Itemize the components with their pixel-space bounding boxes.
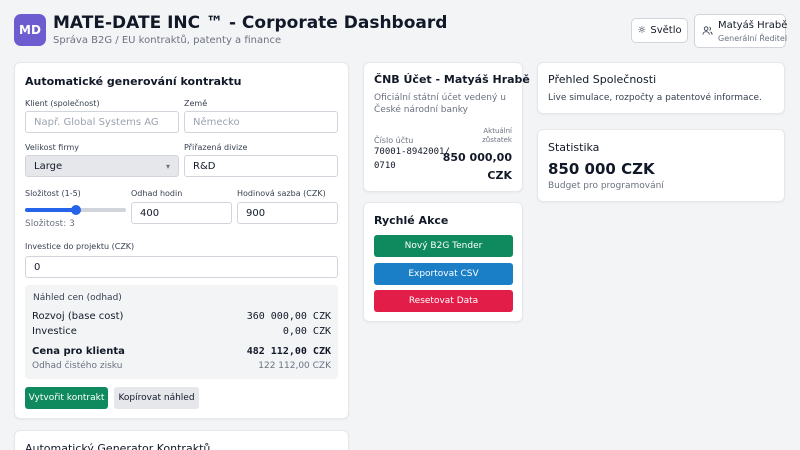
investment-cost-value: 0,00 CZK <box>282 326 331 337</box>
chevron-down-icon: ▾ <box>165 161 170 171</box>
country-input[interactable] <box>184 111 338 133</box>
account-number-label: Číslo účtu <box>374 136 414 145</box>
statistics-caption: Budget pro programování <box>548 181 664 191</box>
client-price-label: Cena pro klienta <box>32 346 125 357</box>
user-menu[interactable]: Matyáš Hrabě Generální Ředitel <box>694 14 788 48</box>
user-name: Matyáš Hrabě <box>718 20 788 31</box>
division-input[interactable] <box>184 155 338 177</box>
reset-data-button[interactable]: Resetovat Data <box>374 290 513 312</box>
app-header: MD MATE-DATE INC ™ - Corporate Dashboard… <box>0 0 800 62</box>
cnb-account-card: ČNB Účet - Matyáš Hrabě Oficiální státní… <box>363 62 530 192</box>
theme-toggle-button[interactable]: ☼ Světlo <box>631 18 688 43</box>
contract-generator-title: Automatický Generator Kontraktů <box>25 442 211 450</box>
quick-actions-title: Rychlé Akce <box>374 214 449 227</box>
statistics-card: Statistika 850 000 CZK Budget pro progra… <box>537 129 785 202</box>
create-contract-button[interactable]: Vytvořit kontrakt <box>25 387 108 409</box>
net-profit-label: Odhad čistého zisku <box>32 361 123 371</box>
client-input[interactable] <box>25 111 179 133</box>
company-size-value: Large <box>34 160 63 172</box>
hours-label: Odhad hodin <box>131 189 183 198</box>
new-tender-button[interactable]: Nový B2G Tender <box>374 235 513 257</box>
client-price-value: 482 112,00 CZK <box>246 346 331 357</box>
user-role: Generální Ředitel <box>718 34 788 43</box>
export-csv-button[interactable]: Exportovat CSV <box>374 263 513 285</box>
cnb-account-title: ČNB Účet - Matyáš Hrabě <box>374 73 530 86</box>
cnb-account-description: Oficiální státní účet vedený u České nár… <box>374 93 506 116</box>
page-subtitle: Správa B2G / EU kontraktů, patenty a fin… <box>53 35 282 46</box>
price-preview-panel: Náhled cen (odhad) Rozvoj (base cost) 36… <box>25 285 338 379</box>
statistics-title: Statistika <box>548 141 600 154</box>
theme-toggle-label: Světlo <box>650 25 682 36</box>
company-size-label: Velikost firmy <box>25 143 80 152</box>
company-overview-description: Live simulace, rozpočty a patentové info… <box>548 93 762 103</box>
dev-cost-label: Rozvoj (base cost) <box>32 311 124 322</box>
complexity-label: Složitost (1-5) <box>25 189 81 198</box>
account-number-value: 70001-8942001/0710 <box>374 147 450 171</box>
rate-input[interactable] <box>237 202 338 224</box>
country-label: Země <box>184 99 208 108</box>
copy-preview-button[interactable]: Kopírovat náhled <box>114 387 199 409</box>
contract-generator-card: Automatický Generator Kontraktů <box>14 430 349 450</box>
division-label: Přiřazená divize <box>184 143 248 152</box>
complexity-slider-fill <box>25 208 76 212</box>
company-overview-title: Přehled Společnosti <box>548 73 657 86</box>
page-title: MATE-DATE INC ™ - Corporate Dashboard <box>53 13 448 33</box>
complexity-slider[interactable] <box>25 205 126 215</box>
sun-icon: ☼ <box>637 25 647 36</box>
complexity-readout: Složitost: 3 <box>25 219 75 229</box>
net-profit-value: 122 112,00 CZK <box>258 361 331 371</box>
company-overview-card: Přehled Společnosti Live simulace, rozpo… <box>537 62 785 114</box>
hours-input[interactable] <box>131 202 232 224</box>
user-group-icon <box>702 25 713 39</box>
investment-input[interactable] <box>25 256 338 278</box>
price-preview-title: Náhled cen (odhad) <box>33 293 122 303</box>
company-size-select[interactable]: Large ▾ <box>25 155 179 177</box>
client-label: Klient (společnost) <box>25 99 100 108</box>
balance-label: Aktuální zůstatek <box>482 127 512 145</box>
balance-value: 850 000,00 CZK <box>442 151 512 182</box>
rate-label: Hodinová sazba (CZK) <box>237 189 326 198</box>
company-logo: MD <box>14 14 46 46</box>
complexity-slider-thumb[interactable] <box>70 205 81 215</box>
statistics-value: 850 000 CZK <box>548 160 655 178</box>
investment-label: Investice do projektu (CZK) <box>25 242 135 251</box>
contract-form-title: Automatické generování kontraktu <box>25 75 242 88</box>
investment-cost-label: Investice <box>32 326 77 337</box>
dev-cost-value: 360 000,00 CZK <box>246 311 331 322</box>
